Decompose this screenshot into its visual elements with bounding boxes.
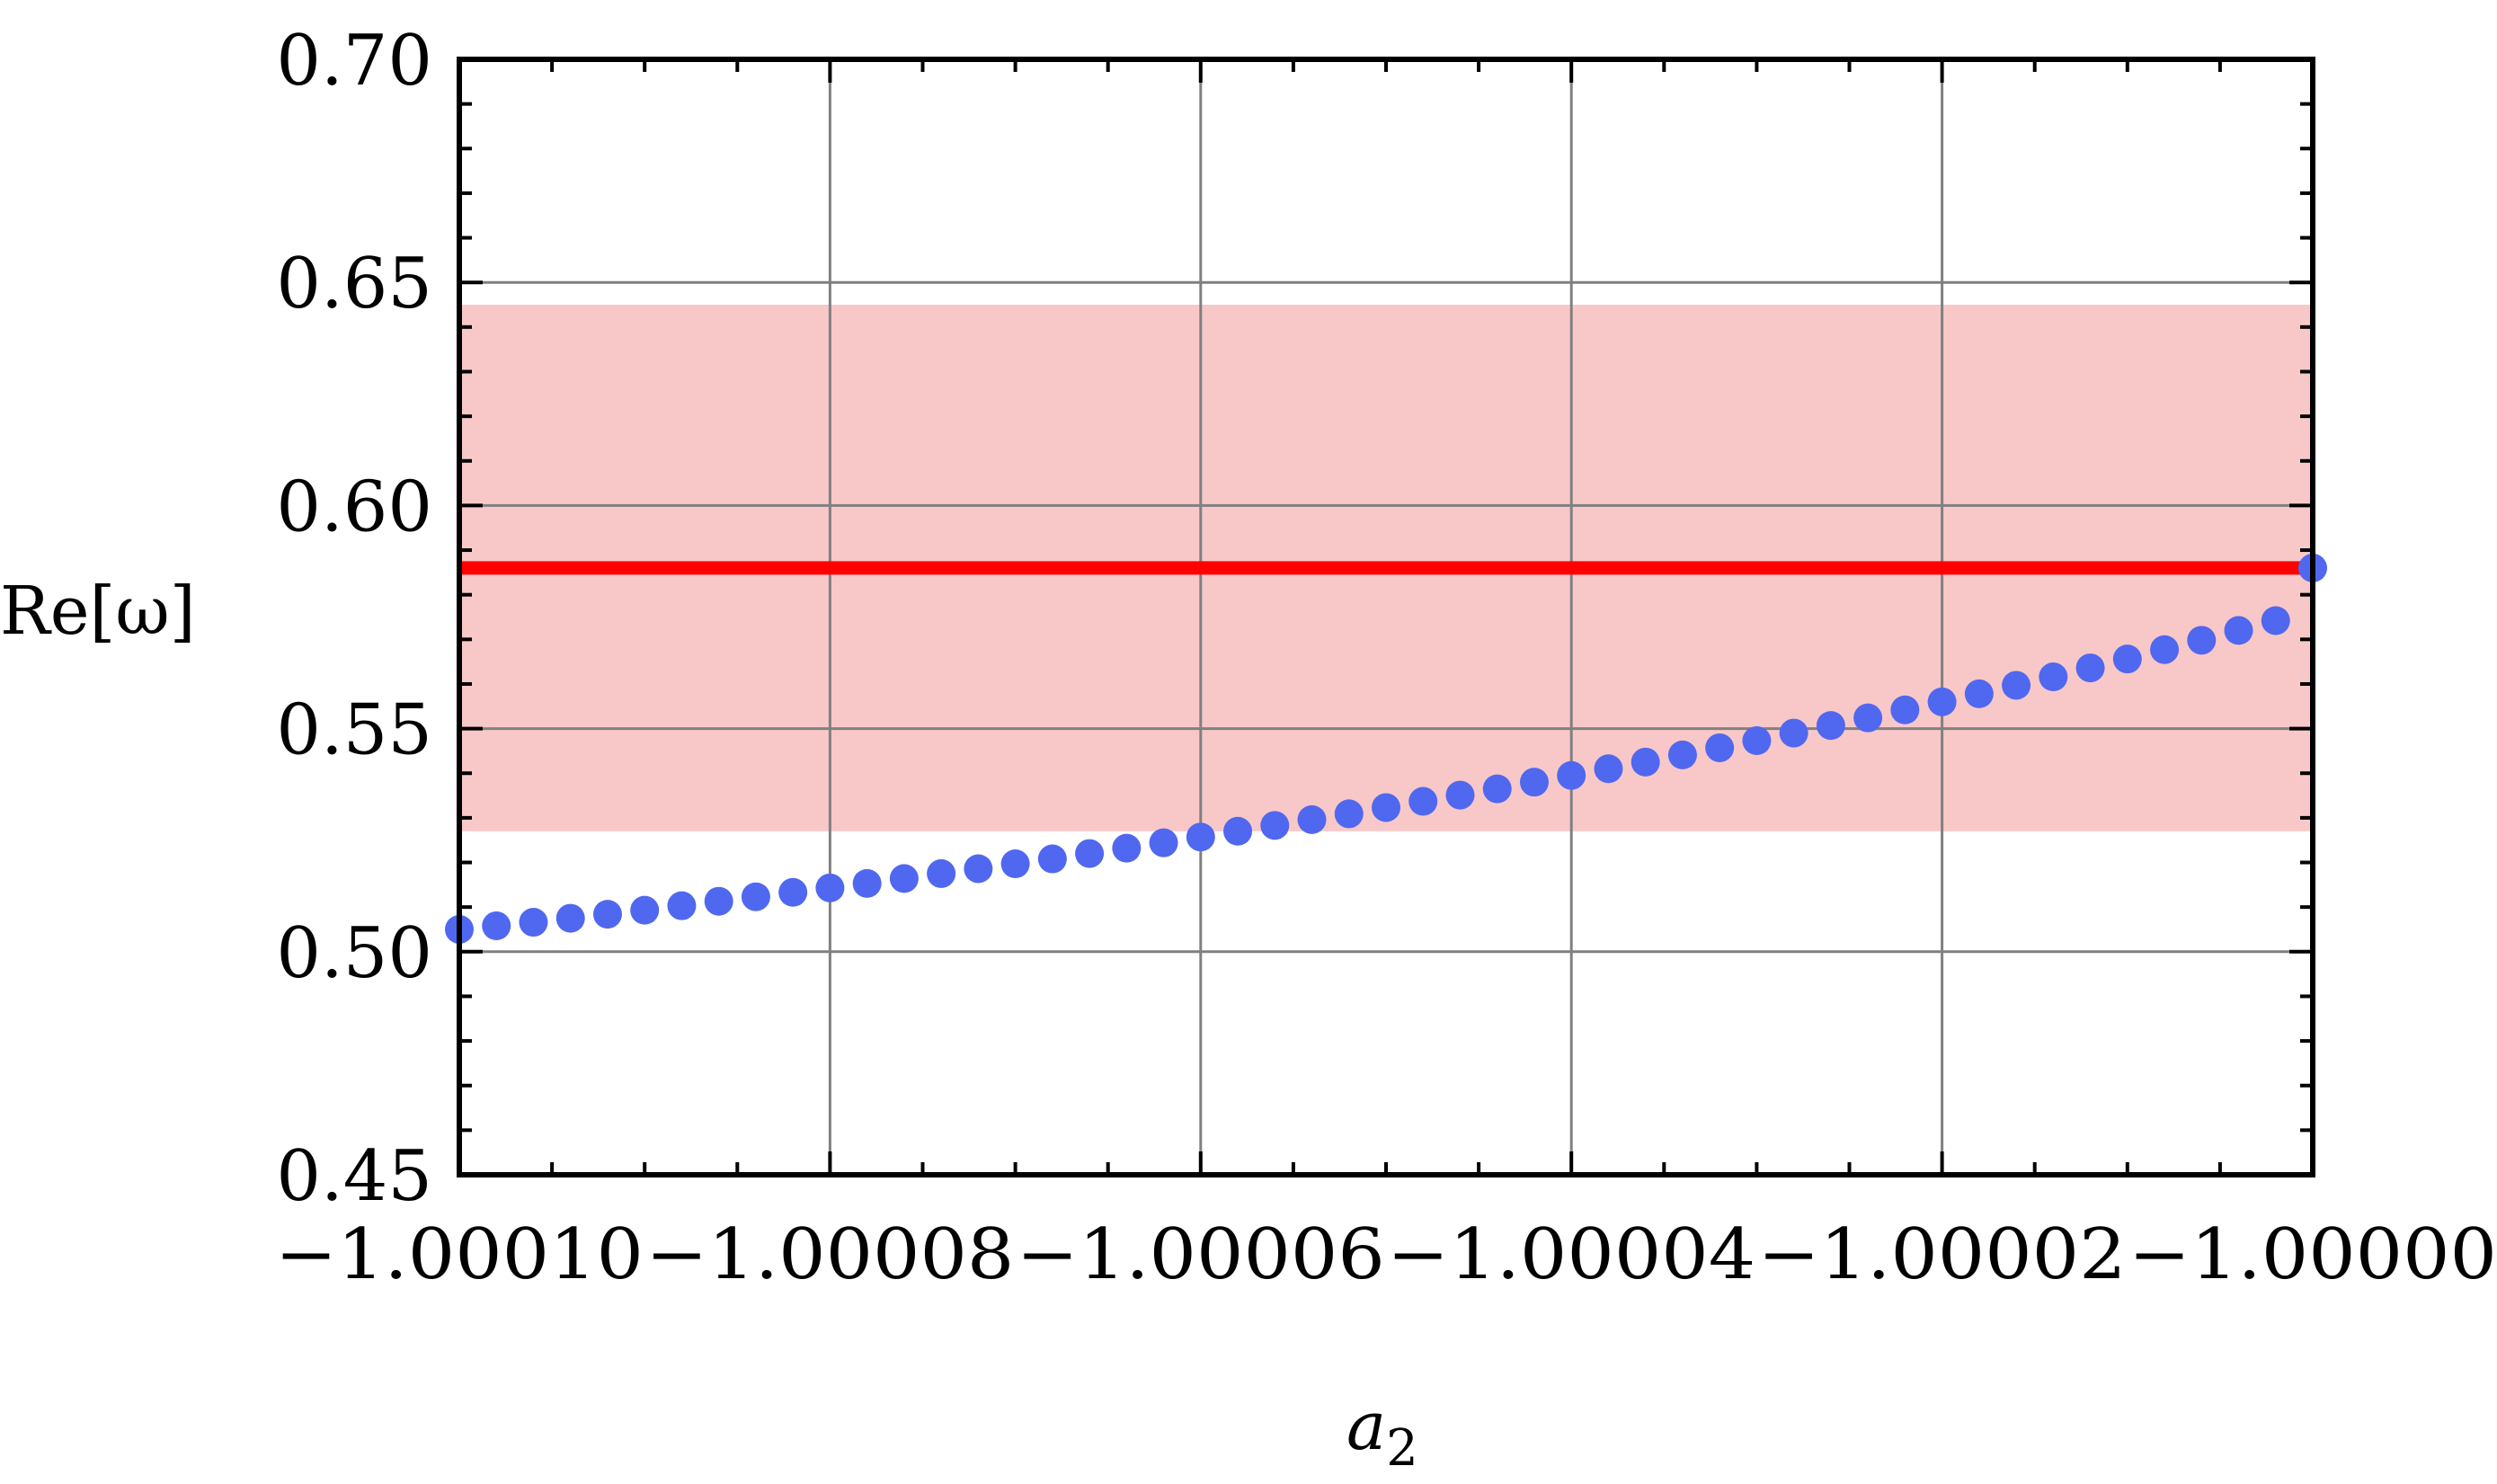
data-point (1519, 768, 1549, 797)
x-tick-label: −1.00000 (2128, 1214, 2497, 1295)
data-point (1334, 799, 1364, 829)
data-point (741, 882, 770, 911)
x-tick-label: −1.00010 (275, 1214, 644, 1295)
data-point (1149, 828, 1178, 858)
x-tick-label: −1.00008 (645, 1214, 1014, 1295)
data-point (1000, 849, 1030, 879)
data-point (2224, 616, 2253, 645)
grid-layer (459, 59, 2313, 1175)
y-tick-label: 0.60 (276, 467, 432, 547)
data-point (555, 903, 585, 933)
data-point (1408, 786, 1438, 816)
data-point (482, 911, 511, 941)
data-point (630, 895, 660, 925)
data-point (1297, 804, 1327, 834)
data-point (704, 886, 733, 916)
ticks-layer (458, 58, 2315, 1177)
data-point (1890, 695, 1920, 724)
data-point (1816, 711, 1845, 741)
x-tick-label: −1.00002 (1758, 1214, 2127, 1295)
data-point (1779, 718, 1808, 748)
data-point (1445, 780, 1475, 810)
y-tick-labels: 0.45 0.50 0.55 0.60 0.65 0.70 (276, 21, 432, 1217)
data-point (1964, 679, 1994, 708)
data-point (1037, 844, 1067, 874)
x-axis-title: a2 (1346, 1388, 1418, 1478)
data-point (1594, 754, 1623, 784)
data-point (2150, 635, 2180, 664)
y-axis-title: Re[ω] (0, 573, 196, 650)
data-points-layer (445, 553, 2327, 944)
data-point (964, 854, 993, 884)
data-point (2039, 662, 2068, 692)
y-tick-label: 0.70 (276, 21, 432, 102)
data-point (519, 908, 548, 937)
y-tick-label: 0.65 (276, 244, 432, 324)
data-point (927, 858, 956, 888)
data-point (1667, 740, 1697, 769)
data-point (1260, 811, 1290, 840)
x-axis-title-main: a (1346, 1388, 1386, 1465)
data-point (1705, 733, 1735, 762)
data-point (592, 900, 622, 929)
data-point (815, 873, 845, 902)
y-tick-label: 0.45 (276, 1136, 432, 1217)
x-tick-label: −1.00004 (1387, 1214, 1755, 1295)
data-point (2187, 626, 2217, 655)
data-point (1631, 747, 1660, 777)
data-point (852, 868, 882, 898)
data-point (2075, 653, 2105, 683)
y-tick-label: 0.50 (276, 913, 432, 994)
data-point (1075, 839, 1105, 868)
data-point (2261, 606, 2290, 635)
x-tick-labels: −1.00010 −1.00008 −1.00006 −1.00004 −1.00002… (275, 1214, 2497, 1295)
data-point (1482, 774, 1512, 804)
data-point (1223, 816, 1253, 846)
data-point (1557, 760, 1586, 790)
y-tick-label: 0.55 (276, 690, 432, 771)
data-point (1372, 793, 1400, 822)
data-point (2002, 671, 2031, 700)
data-point (778, 877, 808, 907)
x-axis-title-subscript: 2 (1386, 1419, 1418, 1478)
data-point (1927, 687, 1957, 716)
data-point (2112, 644, 2142, 674)
data-point (1742, 726, 1772, 756)
data-point (1853, 703, 1883, 733)
data-point (1186, 822, 1215, 852)
data-point (1112, 833, 1142, 863)
data-point (667, 891, 697, 920)
x-tick-label: −1.00006 (1017, 1214, 1385, 1295)
data-point (889, 864, 919, 893)
